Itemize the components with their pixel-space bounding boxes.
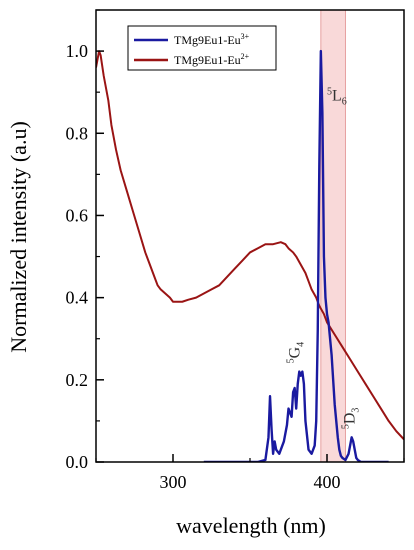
legend-label: TMg9Eu1-Eu2+: [174, 52, 250, 67]
y-tick-label: 0.6: [66, 205, 89, 225]
y-tick-label: 0.8: [66, 123, 89, 143]
y-tick-label: 1.0: [66, 41, 89, 61]
series-line-eu2: [96, 50, 404, 441]
peak-label-g4: 5G4: [285, 342, 306, 364]
plot-area: [96, 9, 404, 463]
legend-box: [127, 25, 277, 71]
plot-frame: [95, 9, 405, 463]
y-tick-label: 0.2: [66, 370, 89, 390]
y-tick-label: 0.0: [66, 452, 89, 472]
x-tick-label: 400: [314, 472, 341, 492]
y-axis-title: Normalized intensity (a.u): [6, 121, 31, 353]
annotations: 5L6 5G4 5D3: [285, 86, 361, 429]
axes: 300 400 0.0 0.2 0.4 0.6 0.8 1.0: [66, 9, 405, 492]
x-tick-label: 300: [160, 472, 187, 492]
peak-label-d3: 5D3: [341, 408, 362, 430]
series-line-eu3: [203, 49, 389, 462]
x-axis-title: wavelength (nm): [176, 513, 326, 538]
legend: TMg9Eu1-Eu3+ TMg9Eu1-Eu2+: [127, 25, 277, 71]
legend-label: TMg9Eu1-Eu3+: [174, 32, 250, 47]
peak-label-l6: 5L6: [327, 86, 347, 107]
y-tick-label: 0.4: [66, 288, 89, 308]
